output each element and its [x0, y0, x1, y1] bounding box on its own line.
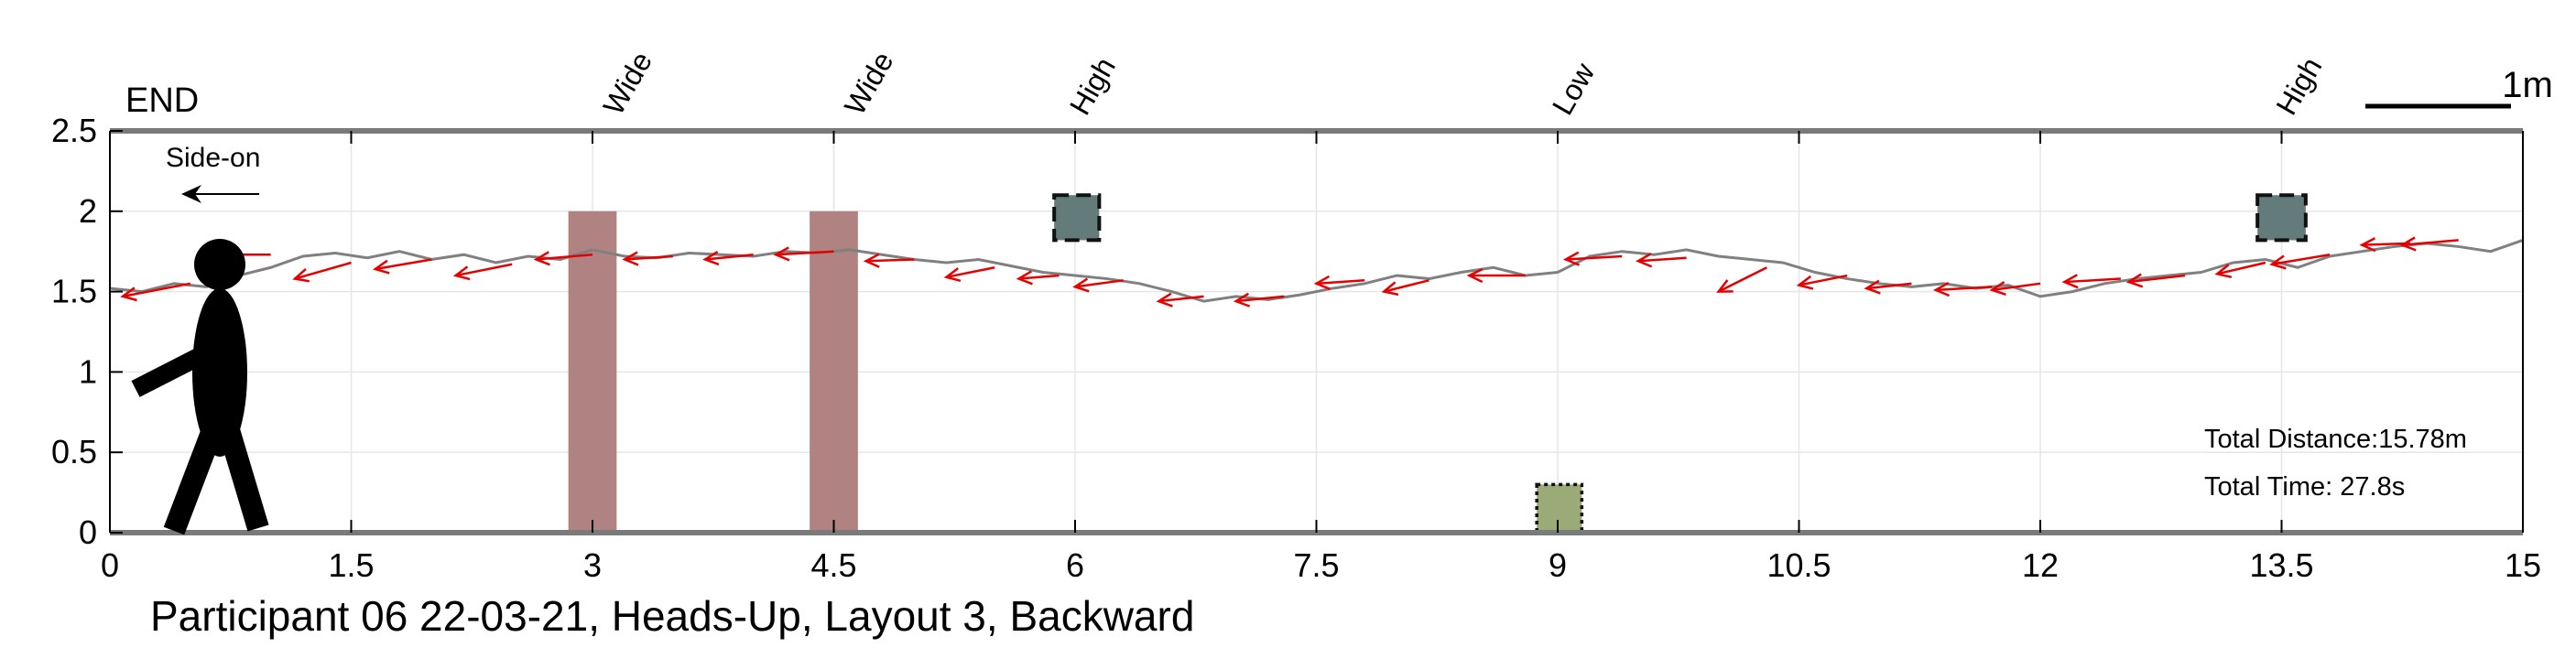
- x-tick-label-10: 15: [2505, 546, 2541, 584]
- x-tick-label-4: 6: [1066, 546, 1084, 584]
- obstacle-label-2: High: [1063, 52, 1122, 121]
- end-label: END: [125, 81, 199, 120]
- heading-arrow-30: [2399, 236, 2459, 252]
- total-time: Total Time: 27.8s: [2204, 472, 2405, 502]
- obstacle-wide-1: [810, 211, 858, 534]
- x-tick-label-0: 0: [101, 546, 119, 584]
- heading-arrow-2: [292, 261, 352, 283]
- x-tick-label-5: 7.5: [1293, 546, 1339, 584]
- heading-arrow-28: [2269, 253, 2331, 270]
- chart-title: Participant 06 22-03-21, Heads-Up, Layou…: [150, 592, 1194, 640]
- heading-arrow-18: [1562, 251, 1623, 266]
- heading-arrow-9: [863, 253, 915, 268]
- heading-arrow-12: [1072, 277, 1124, 293]
- grid-lines: [109, 130, 2524, 534]
- heading-arrow-10: [943, 266, 995, 283]
- x-tick-label-6: 9: [1549, 546, 1567, 584]
- heading-arrow-5: [533, 251, 593, 266]
- heading-arrow-26: [2125, 273, 2186, 288]
- heading-arrow-17: [1466, 267, 1526, 284]
- trajectory-line-0: [109, 238, 2524, 303]
- scale-bar-label: 1m: [2502, 65, 2553, 105]
- y-tick-label-1: 0.5: [51, 433, 97, 470]
- heading-arrow-21: [1796, 274, 1848, 290]
- obstacle-labels: Wide Wide High Low High: [596, 46, 2328, 120]
- obstacle-low-3: [1535, 482, 1584, 535]
- trajectory-lines: [109, 238, 2524, 303]
- heading-arrow-14: [1233, 292, 1285, 308]
- heading-arrow-7: [702, 251, 754, 266]
- heading-arrow-19: [1635, 253, 1687, 268]
- obstacle-high-4: [2255, 193, 2308, 243]
- x-tick-label-7: 10.5: [1766, 546, 1831, 584]
- heading-arrow-13: [1156, 292, 1204, 308]
- y-tick-label-0: 0: [79, 513, 97, 551]
- y-tick-label-4: 2: [79, 192, 97, 230]
- obstacle-label-3: Low: [1546, 57, 1602, 121]
- x-tick-label-1: 1.5: [328, 546, 374, 584]
- heading-arrow-6: [622, 251, 673, 266]
- heading-arrow-0: [120, 282, 191, 302]
- obstacle-label-4: High: [2269, 52, 2328, 121]
- heading-arrow-29: [2359, 237, 2411, 253]
- obstacle-high-2: [1052, 193, 1102, 243]
- heading-arrow-8: [773, 246, 834, 262]
- y-tick-label-5: 2.5: [51, 112, 97, 149]
- heading-arrow-25: [2061, 274, 2121, 289]
- x-axis-ticks: 0 1.5 3 4.5 6 7.5 9 10.5 12 13.5 15: [101, 131, 2541, 584]
- x-tick-label-9: 13.5: [2249, 546, 2313, 584]
- heading-arrow-16: [1381, 279, 1429, 297]
- x-tick-label-2: 3: [583, 546, 602, 584]
- heading-arrow-24: [1989, 280, 2041, 297]
- heading-arrow-23: [1932, 281, 1993, 297]
- heading-arrows: [120, 236, 2459, 308]
- obstacle-label-1: Wide: [838, 46, 900, 120]
- heading-arrow-22: [1864, 279, 1912, 295]
- obstacle-label-0: Wide: [596, 46, 658, 120]
- heading-arrow-15: [1313, 275, 1365, 290]
- heading-arrow-27: [2214, 261, 2266, 279]
- view-label: Side-on: [166, 143, 260, 173]
- obstacle-wide-0: [568, 211, 617, 534]
- obstacles: [568, 193, 2308, 535]
- heading-arrow-11: [1016, 270, 1060, 286]
- walking-figure-icon: [131, 239, 269, 535]
- x-tick-label-8: 12: [2022, 546, 2059, 584]
- y-tick-label-3: 1.5: [51, 273, 97, 310]
- heading-arrow-3: [373, 258, 432, 275]
- heading-arrow-4: [452, 263, 513, 281]
- arrow-left-icon: [181, 185, 259, 203]
- y-tick-label-2: 1: [79, 352, 97, 390]
- x-tick-label-3: 4.5: [810, 546, 856, 584]
- y-axis-ticks: 0 0.5 1 1.5 2 2.5: [51, 112, 123, 551]
- heading-arrow-20: [1716, 266, 1767, 293]
- total-distance: Total Distance:15.78m: [2204, 425, 2467, 454]
